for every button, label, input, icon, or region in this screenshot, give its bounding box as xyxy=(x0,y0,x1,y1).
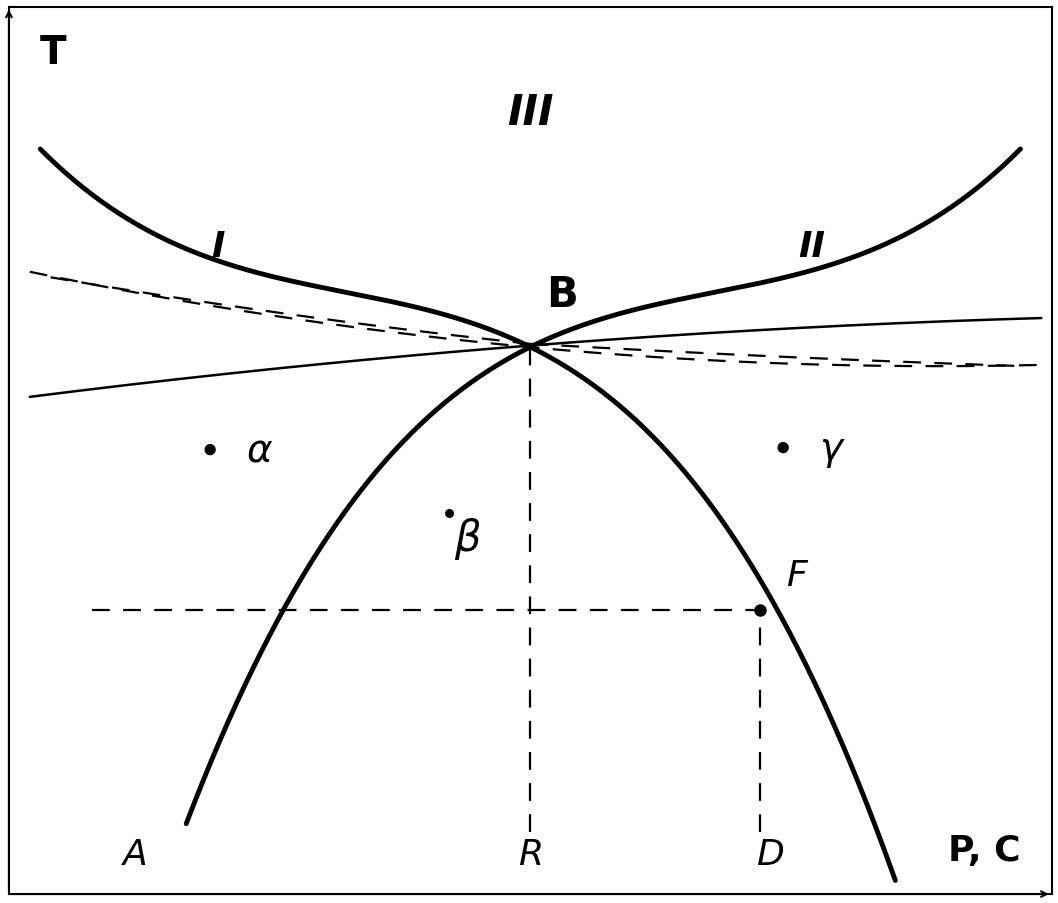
Text: $\bullet$  $\gamma$: $\bullet$ $\gamma$ xyxy=(769,432,845,470)
Text: $R$: $R$ xyxy=(518,838,542,872)
Text: III: III xyxy=(507,92,553,135)
Text: II: II xyxy=(798,229,825,264)
Text: I: I xyxy=(211,229,224,264)
Text: P, C: P, C xyxy=(947,833,1020,868)
Text: $\mathbf{B}$: $\mathbf{B}$ xyxy=(546,275,577,316)
Text: T: T xyxy=(40,33,67,71)
Text: $\bullet$: $\bullet$ xyxy=(439,498,455,527)
Text: $\beta$: $\beta$ xyxy=(454,517,481,563)
Text: $D$: $D$ xyxy=(755,838,784,872)
Text: $\bullet$  $\alpha$: $\bullet$ $\alpha$ xyxy=(197,432,273,470)
Text: $F$: $F$ xyxy=(785,558,808,592)
Text: $A$: $A$ xyxy=(121,838,147,872)
